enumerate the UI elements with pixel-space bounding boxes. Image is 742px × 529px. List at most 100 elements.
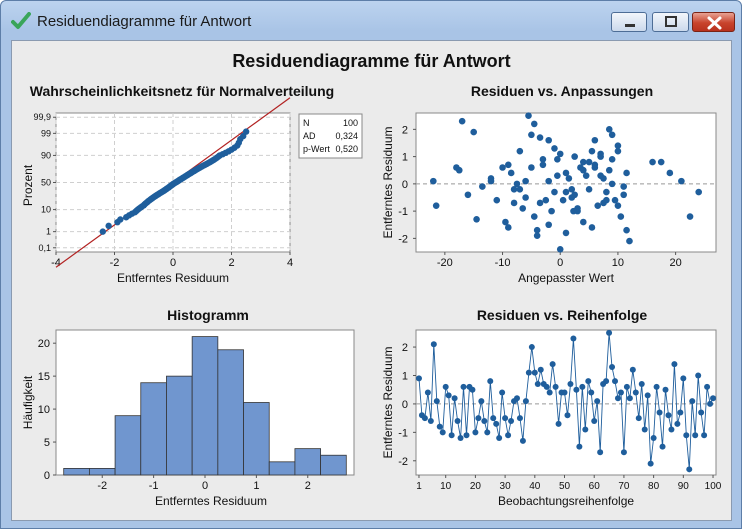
- x-tick-label: 2: [228, 257, 234, 269]
- data-point: [603, 188, 610, 196]
- data-point: [580, 218, 587, 226]
- x-tick-label: 60: [589, 481, 601, 492]
- checkmark-icon: [11, 12, 31, 29]
- data-point: [464, 191, 472, 199]
- data-point: [597, 150, 604, 158]
- data-point: [554, 156, 561, 163]
- title-bar[interactable]: Residuendiagramme für Antwort: [1, 1, 741, 39]
- y-axis-label: Häufigkeit: [21, 375, 35, 429]
- data-point: [579, 383, 586, 390]
- data-point: [442, 383, 449, 390]
- data-point: [611, 196, 619, 204]
- data-point: [600, 199, 607, 207]
- data-point: [469, 386, 476, 393]
- data-point: [626, 395, 633, 402]
- x-tick-label: 100: [705, 481, 722, 492]
- chart-title: Histogramm: [167, 307, 249, 323]
- data-point: [617, 389, 624, 396]
- x-tick-label: 10: [440, 481, 452, 492]
- data-point: [502, 218, 509, 226]
- data-point: [653, 383, 660, 390]
- y-tick-label: 0: [402, 399, 408, 411]
- data-point: [605, 126, 613, 133]
- data-point: [542, 196, 550, 204]
- stats-label: p-Wert: [303, 144, 330, 154]
- data-point: [614, 395, 621, 402]
- x-tick-label: -2: [110, 257, 120, 269]
- data-point: [539, 156, 547, 163]
- maximize-button[interactable]: [652, 12, 689, 32]
- data-point: [626, 237, 633, 245]
- data-point: [678, 177, 685, 185]
- histogram-bar: [243, 402, 270, 476]
- stats-value: 0,520: [335, 144, 358, 154]
- data-point: [623, 226, 630, 234]
- y-axis-label: Entferntes Residuum: [381, 126, 395, 238]
- data-point: [562, 188, 570, 196]
- minimize-button[interactable]: [611, 12, 647, 32]
- series-line: [418, 332, 714, 470]
- minimize-icon: [625, 24, 635, 27]
- x-tick-label: 2: [305, 480, 311, 492]
- data-point: [603, 378, 610, 385]
- data-point: [499, 164, 506, 171]
- data-point: [614, 202, 622, 209]
- data-point: [493, 420, 500, 427]
- data-point: [522, 177, 529, 185]
- data-point: [545, 177, 552, 185]
- data-point: [534, 381, 541, 388]
- histogram-bar: [217, 349, 244, 476]
- data-point: [433, 398, 440, 405]
- data-point: [513, 180, 521, 188]
- data-point: [614, 142, 622, 150]
- data-point: [588, 389, 595, 396]
- data-point: [606, 329, 613, 336]
- data-point: [564, 412, 571, 419]
- data-point: [698, 409, 705, 416]
- data-point: [536, 199, 544, 207]
- data-point: [710, 395, 717, 402]
- data-point: [473, 215, 480, 223]
- close-icon: [707, 16, 722, 30]
- y-tick-label: 15: [38, 371, 50, 383]
- x-tick-label: -10: [495, 257, 511, 269]
- data-point: [683, 432, 690, 439]
- x-tick-label: 90: [678, 481, 690, 492]
- data-point: [588, 224, 596, 231]
- data-point: [597, 449, 604, 456]
- data-point: [510, 199, 518, 207]
- data-point: [525, 112, 532, 120]
- x-axis-label: Entferntes Residuum: [117, 271, 229, 285]
- data-point: [701, 432, 708, 439]
- x-axis-label: Beobachtungsreihenfolge: [498, 494, 634, 508]
- data-point: [530, 213, 538, 220]
- data-point: [445, 392, 452, 399]
- data-point: [695, 372, 702, 379]
- close-button[interactable]: [692, 12, 735, 32]
- data-point: [543, 383, 550, 390]
- data-point: [490, 415, 497, 422]
- data-point: [537, 366, 544, 373]
- data-point: [427, 417, 434, 424]
- y-tick-label: 0: [44, 470, 50, 482]
- data-point: [591, 164, 599, 171]
- data-point: [620, 191, 627, 199]
- data-point: [657, 158, 665, 166]
- y-axis-label: Prozent: [21, 164, 35, 206]
- data-point: [674, 420, 681, 427]
- data-point: [499, 389, 506, 396]
- data-point: [594, 202, 602, 209]
- data-point: [617, 213, 625, 220]
- y-tick-label: 5: [44, 437, 50, 449]
- data-point: [117, 216, 124, 223]
- data-point: [571, 191, 578, 199]
- data-point: [487, 378, 494, 385]
- data-point: [570, 335, 577, 342]
- data-point: [559, 196, 567, 204]
- histogram-bar: [140, 382, 167, 476]
- y-tick-label: 10: [38, 404, 50, 416]
- data-point: [545, 136, 552, 144]
- data-point: [525, 369, 532, 376]
- data-point: [439, 429, 446, 436]
